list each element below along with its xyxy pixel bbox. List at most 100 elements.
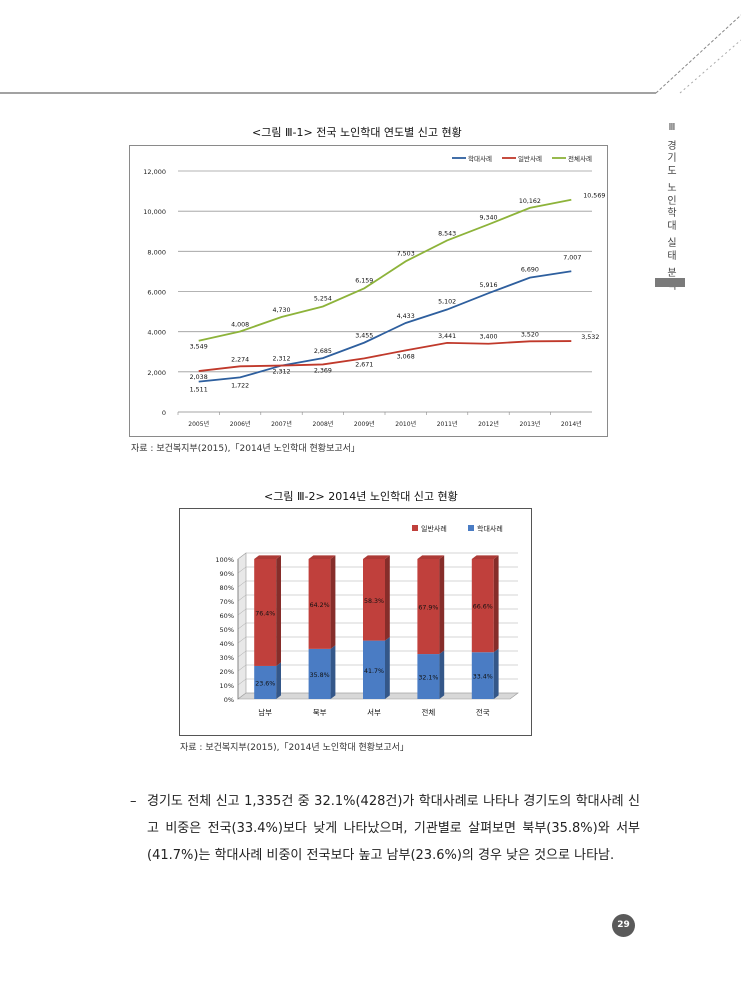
gridline-depth [237,622,247,630]
x-tick-label: 북부 [313,708,327,717]
data-label: 2,671 [355,361,373,368]
data-label: 23.6% [255,680,275,687]
data-label: 35.8% [310,672,330,679]
data-label: 41.7% [364,668,384,675]
gridline-depth [237,566,247,574]
bar-segment [417,654,440,699]
x-tick-label: 2012년 [478,420,499,428]
bar-segment [308,648,331,699]
bar-segment [308,559,331,649]
gridline-depth [237,692,247,700]
legend-swatch [412,525,418,531]
bar-side [439,650,445,699]
chapter-title-char: 분 [667,268,677,279]
y-tick-label: 0% [224,696,234,704]
legend-label: 일반사례 [421,524,447,533]
figure1-source: 자료 : 보건복지부(2015),「2014년 노인학대 현황보고서」 [131,444,360,454]
data-label: 58.3% [364,598,384,605]
chapter-number: Ⅲ [668,122,676,133]
bar-side [276,555,281,666]
x-tick-label: 전국 [476,707,490,717]
data-label: 2,312 [272,369,290,376]
y-tick-label: 60% [220,612,234,620]
data-label: 3,532 [581,334,599,341]
data-label: 10,162 [519,198,541,205]
data-label: 76.4% [255,610,275,617]
bar-segment [363,559,385,641]
x-tick-label: 2007년 [271,420,292,428]
bar-side [330,645,336,699]
y-tick-label: 100% [215,556,234,564]
data-label: 32.1% [418,675,438,682]
data-label: 7,007 [563,254,581,261]
data-label: 5,254 [314,295,332,302]
data-label: 1,722 [231,382,249,389]
figure1-caption: <그림 Ⅲ-1> 전국 노인학대 연도별 신고 현황 [252,126,462,139]
data-label: 6,159 [355,277,373,284]
data-label: 4,008 [231,322,249,329]
bar-top [363,555,390,559]
data-label: 4,433 [397,313,415,320]
data-label: 3,549 [190,344,208,351]
chapter-side-tab: Ⅲ경기도노인학대실태분석 [658,122,686,293]
data-label: 1,511 [190,387,208,394]
y-tick-label: 50% [220,626,234,634]
figure2-source: 자료 : 보건복지부(2015),「2014년 노인학대 현황보고서」 [180,743,409,753]
chapter-title-char: 노 [667,183,677,194]
legend-label: 학대사례 [477,524,503,533]
y-tick-label: 2,000 [147,369,166,377]
data-label: 66.6% [473,604,493,611]
figure2-caption: <그림 Ⅲ-2> 2014년 노인학대 신고 현황 [264,490,458,503]
y-tick-label: 20% [220,668,234,676]
bar-segment [254,559,277,666]
chapter-title-char: 기 [667,153,677,164]
header-decoration [0,14,741,94]
y-tick-label: 70% [220,598,234,606]
chapter-title-char: 도 [667,165,677,177]
line-chart: 0 2,000 4,000 6,000 8,000 10,000 12,000 2005년 20… [143,154,605,428]
bar-side [330,555,336,649]
data-label: 64.2% [310,602,330,609]
x-tick-label: 서부 [367,708,381,717]
chapter-title-char: 대 [667,220,677,232]
data-label: 2,274 [231,356,249,363]
data-label: 3,400 [479,334,497,341]
gridline-depth [237,636,247,644]
data-label: 3,441 [438,333,456,340]
gridline-depth [237,650,247,658]
gridline-depth [237,678,247,686]
bar-segment [471,559,494,653]
data-label: 6,690 [521,267,539,274]
legend-label: 전체사례 [568,154,592,163]
y-tick-label: 0 [162,409,166,417]
data-label: 3,455 [355,333,373,340]
data-label: 2,038 [190,374,208,381]
x-tick-label: 2014년 [561,420,582,428]
x-tick-label: 2013년 [520,420,541,428]
bar-side [493,648,499,699]
page-number: 29 [612,914,635,937]
chapter-title-char: 인 [667,195,677,207]
data-label: 5,916 [479,282,497,289]
x-tick-label: 2009년 [354,420,375,428]
body-paragraph: 경기도 전체 신고 1,335건 중 32.1%(428건)가 학대사례로 나타… [147,794,640,863]
legend-label: 일반사례 [518,154,542,163]
x-tick-label: 2008년 [313,420,334,428]
x-tick-label: 2006년 [230,420,251,428]
bar-chart-frame: 0% 10% 20% 30% 40% 50% 60% 70% 80% 90% 100% 23.6% 76… [179,508,532,736]
data-label: 3,068 [397,353,415,360]
gridline-depth [237,552,247,560]
line-chart-frame: 0 2,000 4,000 6,000 8,000 10,000 12,000 2005년 20… [129,145,608,437]
data-label: 7,503 [397,250,415,257]
bar-top [254,555,281,559]
data-label: 33.4% [473,674,493,681]
gridline-depth [237,608,247,616]
y-tick-label: 40% [220,640,234,648]
data-label: 10,569 [583,193,605,200]
data-label: 8,543 [438,230,456,237]
y-tick-label: 6,000 [147,289,166,297]
bar-top [308,555,336,559]
data-label: 5,102 [438,299,456,306]
gridline-depth [237,594,247,602]
series-line-0 [198,270,572,383]
